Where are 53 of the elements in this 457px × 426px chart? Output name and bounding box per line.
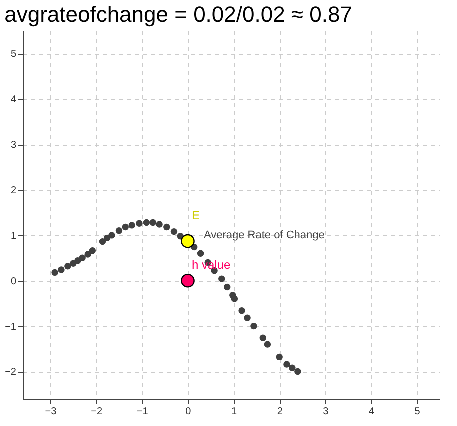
point bbox=[64, 262, 72, 270]
x-tick-label: 5 bbox=[414, 406, 421, 418]
point bbox=[276, 354, 283, 361]
y-tick-label: −2 bbox=[5, 367, 17, 378]
point bbox=[181, 234, 195, 248]
chart-title: avgrateofchange = 0.02/0.02 ≈ 0.87 bbox=[4, 2, 352, 27]
x-tick-label: 4 bbox=[368, 406, 375, 418]
y-tick-label: 2 bbox=[10, 186, 17, 197]
point bbox=[250, 322, 258, 330]
y-tick-label: 1 bbox=[10, 230, 17, 242]
point bbox=[231, 296, 238, 302]
point bbox=[143, 219, 150, 226]
y-tick-label: 0 bbox=[10, 276, 17, 288]
point bbox=[244, 314, 251, 322]
point bbox=[128, 222, 136, 229]
y-tick-label: 5 bbox=[10, 49, 17, 60]
point bbox=[264, 341, 272, 348]
annotation: Average Rate of Change bbox=[204, 229, 325, 242]
point bbox=[181, 274, 195, 288]
point bbox=[284, 361, 290, 368]
point bbox=[170, 228, 178, 236]
x-tick-label: −2 bbox=[91, 406, 103, 418]
point bbox=[164, 224, 170, 231]
x-tick-label: 0 bbox=[186, 406, 192, 418]
y-tick-label: −1 bbox=[5, 322, 17, 333]
point bbox=[108, 232, 116, 239]
point bbox=[136, 220, 143, 227]
x-tick-label: 3 bbox=[323, 406, 330, 418]
y-tick-label: 3 bbox=[10, 140, 17, 152]
point bbox=[52, 269, 58, 276]
point bbox=[150, 219, 156, 226]
series-label: E bbox=[192, 208, 200, 222]
point bbox=[84, 251, 92, 258]
x-tick-label: −3 bbox=[45, 406, 58, 418]
x-tick-label: 1 bbox=[232, 406, 238, 418]
point bbox=[294, 368, 302, 376]
point bbox=[156, 221, 163, 228]
point bbox=[99, 238, 106, 246]
point bbox=[116, 228, 123, 234]
point bbox=[122, 224, 129, 231]
y-tick-label: 4 bbox=[10, 94, 17, 106]
point bbox=[58, 266, 65, 274]
point bbox=[218, 276, 226, 282]
x-tick-label: −1 bbox=[136, 406, 149, 418]
point bbox=[238, 308, 246, 314]
point bbox=[260, 334, 266, 342]
point bbox=[197, 250, 204, 257]
point bbox=[289, 364, 296, 372]
point bbox=[79, 254, 86, 262]
point bbox=[224, 284, 231, 291]
point bbox=[89, 248, 96, 254]
x-tick-label: 2 bbox=[277, 406, 284, 418]
series-label: h value bbox=[192, 258, 231, 272]
